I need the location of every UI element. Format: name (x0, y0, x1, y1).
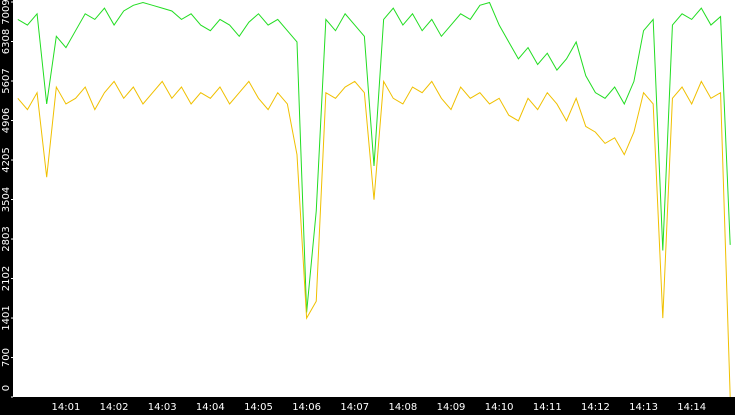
x-tick-label: 14:10 (485, 402, 514, 413)
y-tick-label: 0 (1, 385, 12, 391)
y-axis-strip (0, 0, 13, 415)
x-tick-label: 14:06 (292, 402, 321, 413)
x-tick-label: 14:03 (148, 402, 177, 413)
x-tick-label: 14:04 (196, 402, 225, 413)
x-tick-label: 14:05 (244, 402, 273, 413)
y-tick-label: 4906 (1, 108, 12, 133)
y-tick-label: 7009 (1, 0, 12, 25)
x-tick-label: 14:07 (340, 402, 369, 413)
x-tick-label: 14:02 (100, 402, 129, 413)
y-tick-label: 3504 (1, 187, 12, 212)
x-tick-label: 14:13 (629, 402, 658, 413)
y-tick-label: 4205 (1, 147, 12, 172)
x-tick-label: 14:09 (437, 402, 466, 413)
y-tick-label: 700 (1, 348, 12, 367)
x-axis-strip (0, 397, 735, 415)
series-line (17, 79, 731, 398)
series-line (17, 1, 731, 313)
y-tick-label: 2803 (1, 226, 12, 251)
y-tick-label: 2102 (1, 266, 12, 291)
x-tick-label: 14:12 (581, 402, 610, 413)
y-tick-label: 6308 (1, 29, 12, 54)
x-tick-label: 14:14 (677, 402, 706, 413)
y-tick-label: 5607 (1, 68, 12, 93)
x-tick-label: 14:11 (533, 402, 562, 413)
x-tick-label: 14:01 (52, 402, 81, 413)
y-tick-label: 1401 (1, 305, 12, 330)
x-tick-label: 14:08 (388, 402, 417, 413)
